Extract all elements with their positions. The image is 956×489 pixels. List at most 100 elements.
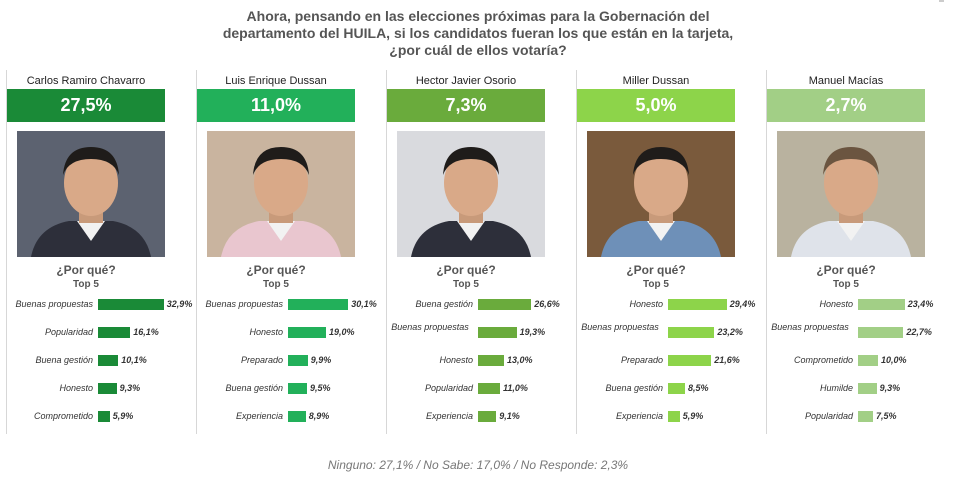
top5-subheading: Top 5	[263, 279, 289, 290]
candidate-photo	[587, 131, 735, 257]
vote-percentage-box: 11,0%	[197, 89, 355, 122]
reason-label: Preparado	[240, 355, 283, 365]
reason-bar	[668, 299, 727, 310]
candidate-column: Miller Dussan 5,0% ¿Por qué? Top 5 Honesto 29…	[576, 70, 755, 434]
reason-bar	[858, 327, 904, 338]
reason-label: Comprometido	[793, 355, 853, 365]
candidate-column: Carlos Ramiro Chavarro 27,5% ¿Por qué? Top …	[6, 70, 192, 434]
reason-label: Experiencia	[615, 411, 663, 421]
reason-bar	[668, 383, 685, 394]
reason-value: 9,5%	[310, 383, 331, 393]
reason-value: 32,9%	[166, 299, 193, 309]
reason-label: Popularidad	[44, 327, 93, 337]
candidate-column: Luis Enrique Dussan 11,0% ¿Por qué? Top 5 Bu…	[196, 70, 377, 434]
reason-label: Buena gestión	[415, 299, 473, 309]
reason-value: 23,4%	[907, 299, 934, 309]
title-line-3: ¿por cuál de ellos votaría?	[389, 42, 567, 58]
reason-value: 9,3%	[119, 383, 141, 393]
reason-bar	[478, 327, 517, 338]
candidate-photo	[17, 131, 165, 257]
corner-tick	[939, 0, 944, 2]
candidate-photo	[397, 131, 545, 257]
reason-bar	[98, 411, 110, 422]
vote-percentage-box: 5,0%	[577, 89, 735, 122]
reason-bar	[98, 383, 117, 394]
why-heading: ¿Por qué?	[56, 263, 116, 277]
reason-label: Honesto	[819, 299, 853, 309]
reason-bar	[98, 355, 119, 366]
reason-value: 9,9%	[310, 355, 332, 365]
reason-bar	[288, 411, 306, 422]
reason-label: Buena gestión	[225, 383, 283, 393]
reason-label: Buena gestión	[605, 383, 663, 393]
top5-subheading: Top 5	[833, 279, 859, 290]
reason-label: Buenas propuestas	[581, 322, 659, 332]
title-line-1: Ahora, pensando en las elecciones próxim…	[246, 8, 710, 24]
reason-value: 11,0%	[503, 383, 528, 393]
reason-value: 13,0%	[507, 355, 533, 365]
reason-bar	[98, 327, 131, 338]
reasons-bar-chart: Buenas propuestas 30,1% Honesto 19,0% Prepar…	[197, 290, 377, 434]
reason-bar	[668, 411, 680, 422]
candidate-column: Manuel Macías 2,7% ¿Por qué? Top 5 Honesto 23…	[766, 70, 933, 434]
reason-label: Honesto	[59, 383, 93, 393]
reason-bar	[858, 299, 905, 310]
reason-value: 8,5%	[688, 383, 709, 393]
reason-value: 9,3%	[879, 383, 901, 393]
reason-value: 26,6%	[534, 299, 560, 309]
why-heading: ¿Por qué?	[246, 263, 306, 277]
reason-label: Preparado	[620, 355, 663, 365]
reason-bar	[288, 299, 349, 310]
reason-label: Popularidad	[424, 383, 473, 393]
reason-bar	[478, 383, 500, 394]
reason-label: Humilde	[819, 383, 853, 393]
reason-label: Buenas propuestas	[205, 299, 283, 309]
reason-bar	[668, 327, 715, 338]
vote-percentage-box: 27,5%	[7, 89, 165, 122]
candidate-name: Manuel Macías	[808, 75, 884, 87]
reason-value: 22,7%	[906, 327, 932, 337]
candidate-name: Carlos Ramiro Chavarro	[26, 75, 146, 87]
reason-bar	[668, 355, 712, 366]
reason-label: Comprometido	[33, 411, 93, 421]
reason-value: 29,4%	[729, 299, 756, 309]
reason-value: 8,9%	[308, 411, 330, 421]
reason-label: Buena gestión	[35, 355, 93, 365]
reason-value: 7,5%	[876, 411, 897, 421]
reason-bar	[478, 355, 504, 366]
top5-subheading: Top 5	[643, 279, 669, 290]
reason-bar	[98, 299, 164, 310]
reason-bar	[288, 327, 326, 338]
reason-value: 21,6%	[714, 355, 740, 365]
why-heading: ¿Por qué?	[816, 263, 876, 277]
reason-bar	[478, 299, 532, 310]
reason-bar	[288, 355, 308, 366]
reasons-bar-chart: Honesto 29,4% Buenas propuestas 23,2% Prepar…	[577, 290, 755, 434]
reason-label: Experiencia	[425, 411, 473, 421]
candidate-name: Hector Javier Osorio	[415, 75, 517, 87]
candidate-column: Hector Javier Osorio 7,3% ¿Por qué? Top 5 Bu…	[386, 70, 560, 434]
reason-bar	[288, 383, 307, 394]
reason-value: 10,0%	[881, 355, 907, 365]
why-heading: ¿Por qué?	[626, 263, 686, 277]
reasons-bar-chart: Buenas propuestas 32,9% Popularidad 16,1% Bu…	[7, 290, 192, 434]
reason-value: 19,3%	[519, 327, 546, 337]
title-line-2: departamento del HUILA, si los candidato…	[222, 25, 734, 41]
reason-value: 30,1%	[351, 299, 377, 309]
reason-value: 5,9%	[682, 411, 704, 421]
reason-label: Buenas propuestas	[15, 299, 93, 309]
vote-percentage-box: 7,3%	[387, 89, 545, 122]
reason-label: Buenas propuestas	[771, 322, 849, 332]
why-heading: ¿Por qué?	[436, 263, 496, 277]
candidate-photo	[777, 131, 925, 257]
reason-label: Popularidad	[804, 411, 853, 421]
top5-subheading: Top 5	[73, 279, 99, 290]
candidate-name: Miller Dussan	[622, 75, 690, 87]
top5-subheading: Top 5	[453, 279, 479, 290]
reasons-bar-chart: Honesto 23,4% Buenas propuestas 22,7% Compro…	[767, 290, 933, 434]
candidate-photo	[207, 131, 355, 257]
reason-value: 9,1%	[499, 411, 520, 421]
reason-bar	[858, 411, 873, 422]
reason-value: 5,9%	[112, 411, 134, 421]
chart-title: Ahora, pensando en las elecciones próxim…	[200, 8, 756, 59]
